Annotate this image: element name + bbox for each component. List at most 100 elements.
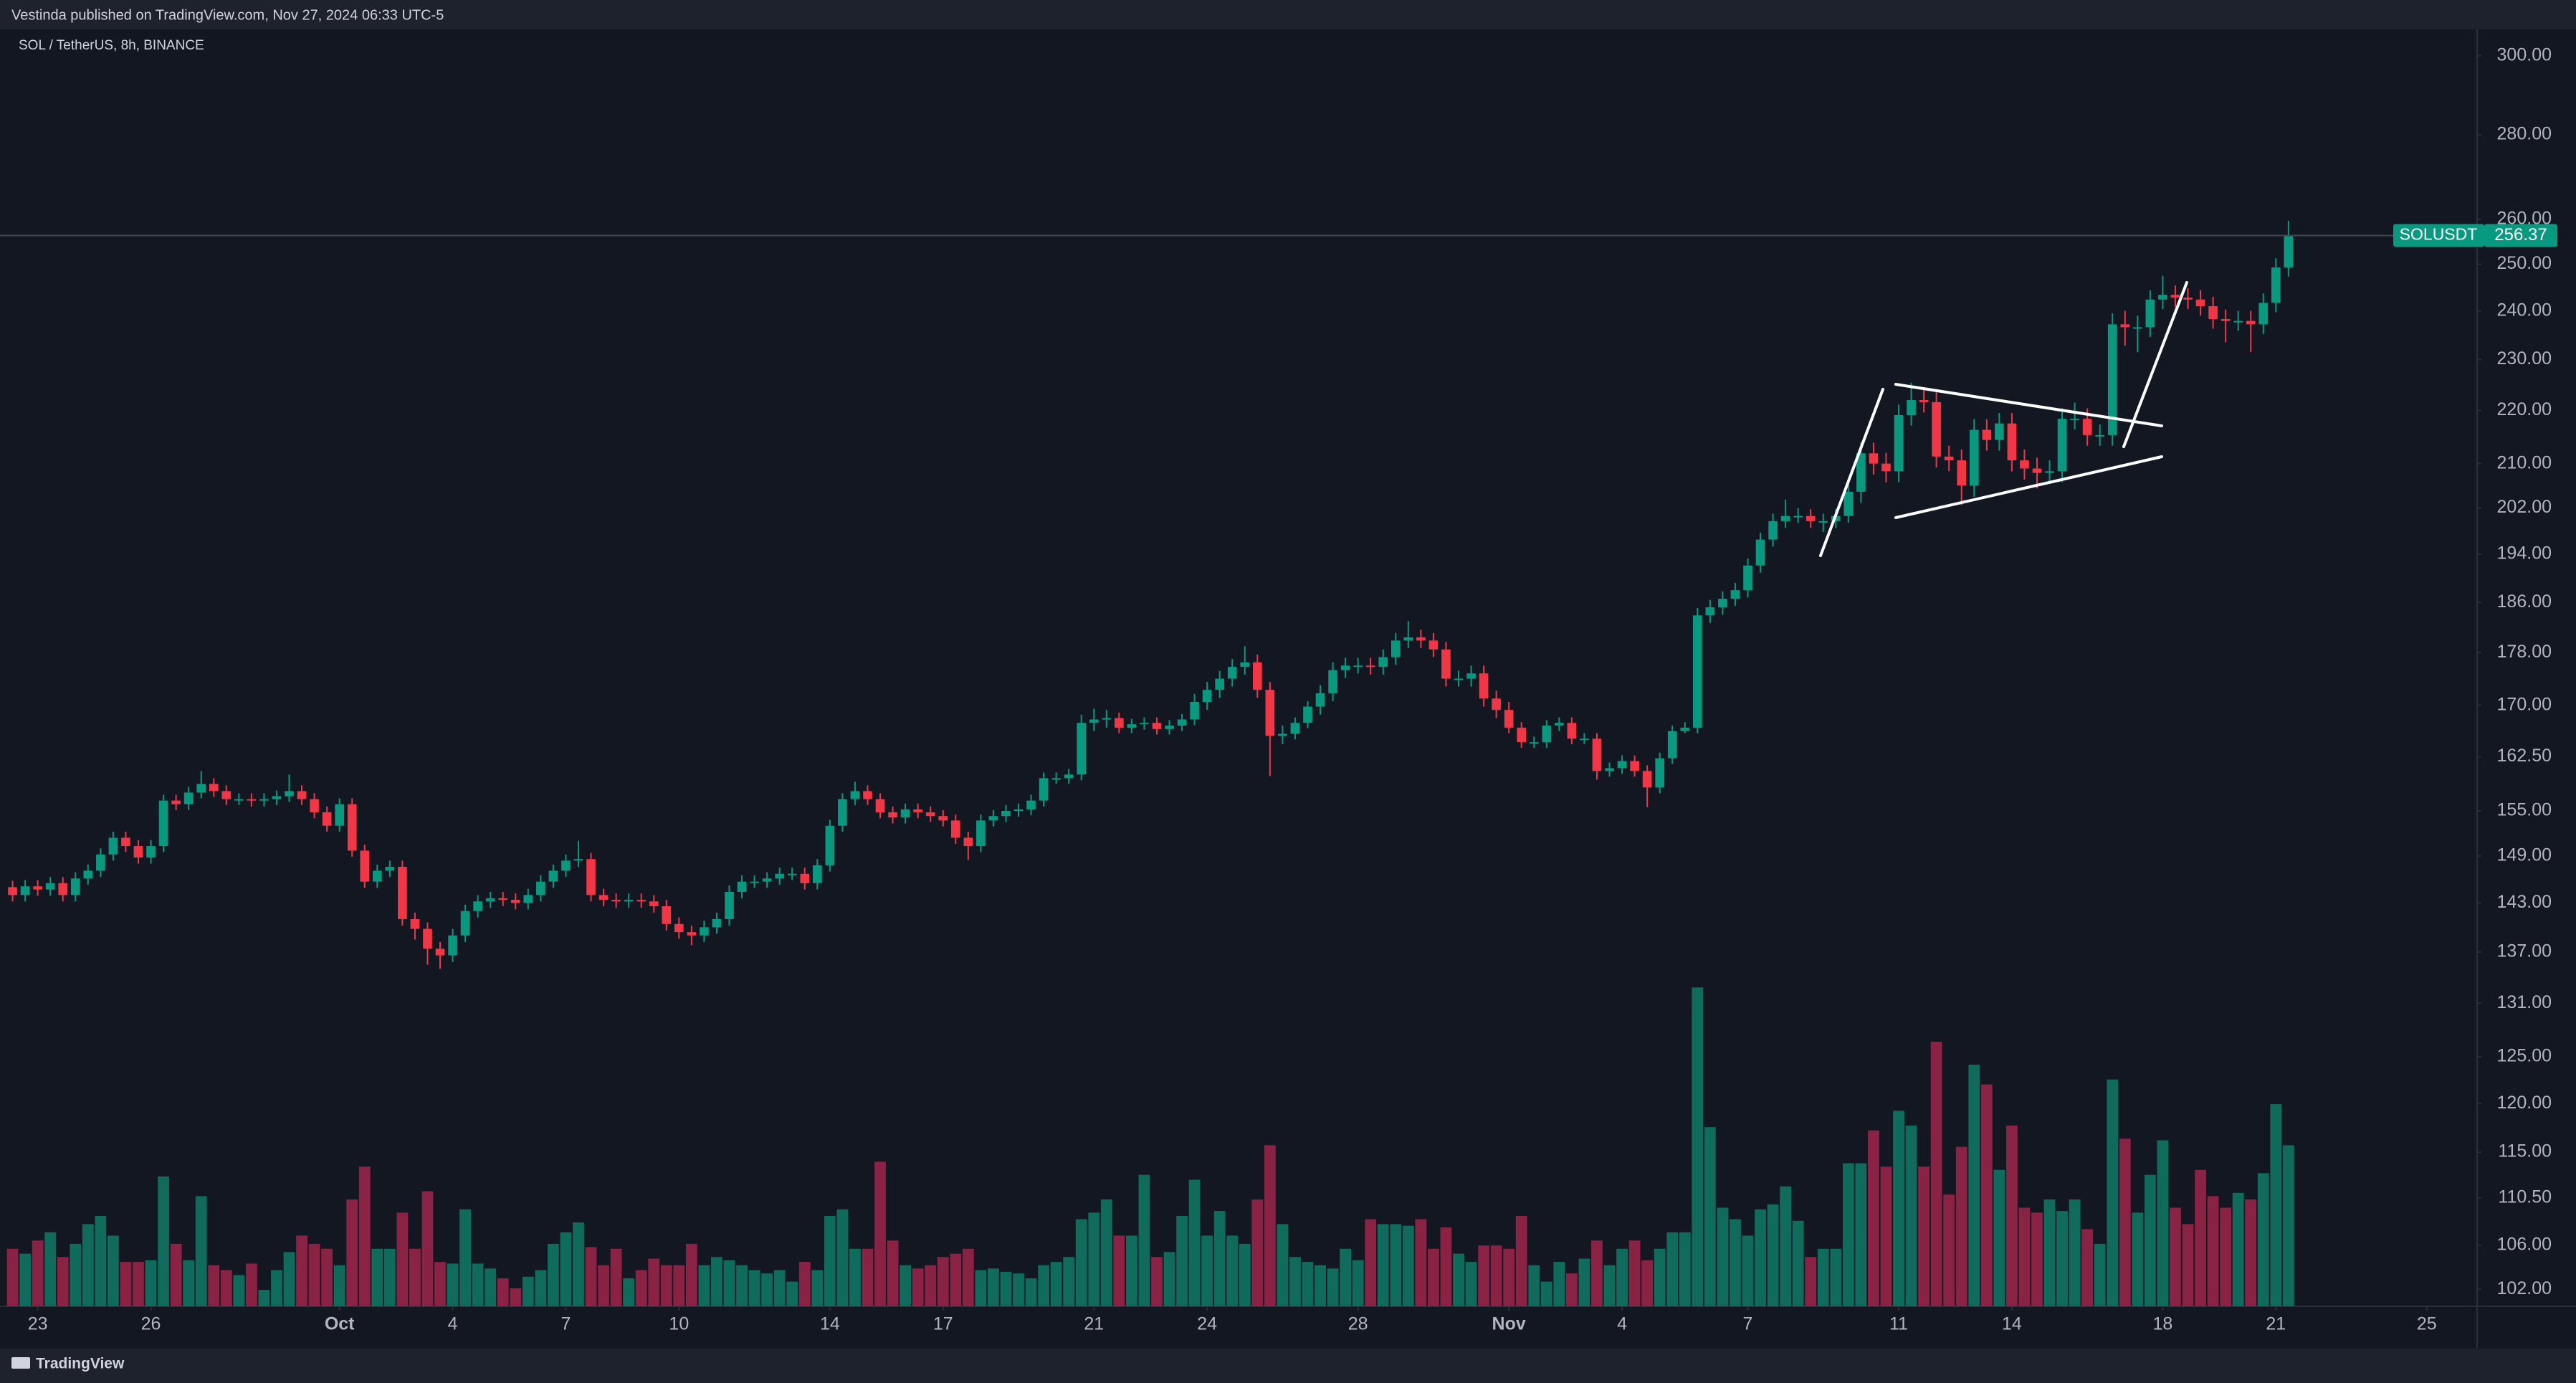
chart-background — [0, 29, 2576, 1349]
logo: TradingView — [11, 1356, 125, 1372]
candle-body — [2208, 306, 2218, 320]
candle-body — [1039, 778, 1049, 801]
volume-bar — [1893, 1111, 1904, 1306]
y-tick-label: 131.00 — [2497, 992, 2552, 1012]
volume-bar — [925, 1265, 937, 1306]
candle-body — [1730, 590, 1740, 599]
candle-body — [888, 812, 897, 818]
candle-body — [1353, 665, 1363, 667]
volume-bar — [548, 1243, 559, 1306]
candle-body — [1768, 521, 1778, 540]
y-tick-label: 186.00 — [2497, 591, 2552, 612]
volume-bar — [623, 1278, 635, 1306]
candle-body — [1089, 719, 1099, 723]
candle-body — [1969, 429, 1979, 486]
y-tick-label: 230.00 — [2497, 348, 2552, 369]
candle-body — [322, 812, 332, 826]
candle-body — [1290, 723, 1300, 734]
candle-body — [2183, 298, 2193, 300]
candle-body — [70, 878, 80, 895]
volume-bar — [497, 1278, 509, 1306]
volume-bar — [1428, 1248, 1439, 1306]
volume-bar — [1138, 1174, 1150, 1306]
candle-body — [1215, 678, 1225, 690]
candle-body — [1504, 710, 1514, 728]
volume-bar — [1730, 1219, 1741, 1306]
volume-bar — [786, 1281, 798, 1306]
volume-bar — [836, 1209, 849, 1306]
volume-bar — [950, 1253, 962, 1306]
candle-body — [523, 895, 533, 903]
candle-body — [1605, 768, 1614, 771]
volume-bar — [2220, 1207, 2232, 1306]
logo-mark — [11, 1357, 30, 1369]
candle-body — [1881, 463, 1891, 472]
x-tick-label: 28 — [1348, 1314, 1368, 1334]
volume-bar — [1868, 1130, 1879, 1306]
symbol-legend: SOL / TetherUS, 8h, BINANCE — [19, 38, 204, 53]
x-tick-label: 4 — [1617, 1314, 1627, 1334]
candle-body — [1152, 723, 1162, 729]
candle-body — [133, 846, 143, 858]
candle-body — [787, 873, 797, 875]
volume-bar — [1239, 1243, 1251, 1306]
candle-body — [900, 809, 910, 818]
candle-body — [1856, 453, 1866, 492]
volume-bar — [1340, 1248, 1352, 1306]
candle-body — [586, 859, 596, 895]
candle-body — [2032, 468, 2042, 473]
volume-bar — [1930, 1041, 1942, 1306]
volume-bar — [1050, 1262, 1062, 1306]
volume-bar — [761, 1273, 773, 1306]
x-tick-label: 10 — [669, 1314, 689, 1334]
volume-bar — [409, 1248, 421, 1306]
candle-body — [838, 799, 847, 826]
volume-bar — [1163, 1252, 1175, 1306]
candle-body — [1378, 657, 1388, 667]
y-tick-label: 300.00 — [2497, 44, 2552, 65]
volume-bar — [1591, 1240, 1603, 1306]
candle-body — [2195, 299, 2205, 307]
candle-body — [1202, 690, 1212, 702]
volume-bar — [522, 1276, 534, 1306]
volume-bar — [44, 1232, 57, 1306]
volume-bar — [485, 1268, 497, 1306]
volume-bar — [1628, 1240, 1641, 1306]
candle-body — [536, 881, 545, 895]
y-tick-label: 110.50 — [2498, 1187, 2552, 1207]
candle-body — [2020, 460, 2029, 469]
volume-bar — [233, 1275, 245, 1306]
candle-body — [2233, 320, 2243, 323]
attribution: Vestinda published on TradingView.com, N… — [11, 7, 444, 23]
volume-bar — [258, 1290, 270, 1306]
candle-body — [1227, 667, 1237, 679]
volume-bar — [321, 1248, 333, 1306]
candle-body — [1592, 738, 1602, 771]
candle-body — [8, 887, 17, 895]
candle-body — [96, 854, 105, 871]
candle-body — [1542, 726, 1552, 743]
volume-bar — [1201, 1235, 1213, 1306]
candle-body — [1340, 665, 1350, 670]
volume-bar — [648, 1258, 660, 1306]
candle-body — [2246, 320, 2256, 325]
candle-body — [2045, 471, 2054, 473]
volume-bar — [962, 1248, 974, 1306]
volume-bar — [1805, 1257, 1817, 1306]
candle-body — [285, 791, 294, 797]
volume-bar — [811, 1270, 824, 1306]
volume-bar — [685, 1243, 697, 1306]
candle-body — [448, 935, 457, 956]
candle-body — [1517, 727, 1527, 743]
x-tick-label: 17 — [933, 1314, 953, 1334]
volume-bar — [2257, 1173, 2269, 1306]
symbol-badge — [2393, 224, 2484, 247]
volume-bar — [19, 1253, 31, 1306]
candle-body — [762, 878, 772, 882]
volume-bar — [1616, 1248, 1628, 1306]
volume-bar — [937, 1257, 949, 1306]
candle-body — [2082, 419, 2092, 435]
volume-bar — [1515, 1215, 1527, 1306]
candle-body — [725, 891, 734, 919]
